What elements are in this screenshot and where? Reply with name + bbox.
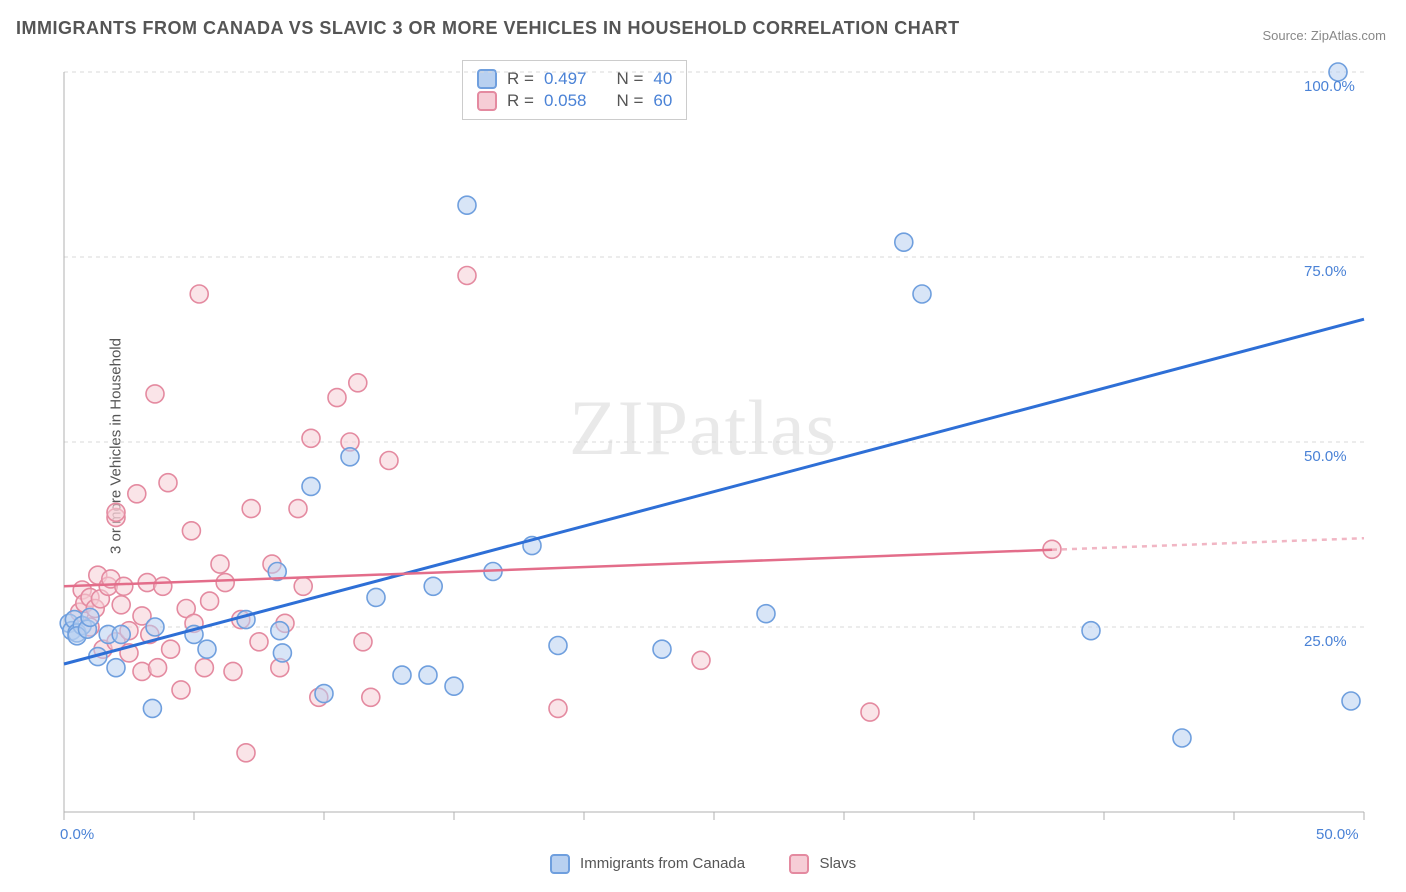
legend-entry-slavs: Slavs <box>789 855 856 872</box>
y-tick-label: 75.0% <box>1304 263 1347 280</box>
y-tick-label: 25.0% <box>1304 633 1347 650</box>
source-label: Source: <box>1262 28 1310 43</box>
swatch-canada-icon <box>550 854 570 874</box>
legend-label: Slavs <box>819 855 856 872</box>
chart-title: IMMIGRANTS FROM CANADA VS SLAVIC 3 OR MO… <box>16 18 960 39</box>
x-tick-label: 0.0% <box>60 826 94 843</box>
series-legend: Immigrants from Canada Slavs <box>0 854 1406 874</box>
swatch-slavs-icon <box>789 854 809 874</box>
source-value: ZipAtlas.com <box>1311 28 1386 43</box>
legend-label: Immigrants from Canada <box>580 855 745 872</box>
legend-entry-canada: Immigrants from Canada <box>550 855 749 872</box>
source-attribution: Source: ZipAtlas.com <box>1262 28 1386 43</box>
y-tick-label: 50.0% <box>1304 448 1347 465</box>
scatter-chart <box>44 60 1394 840</box>
x-tick-label: 50.0% <box>1316 826 1359 843</box>
y-tick-label: 100.0% <box>1304 78 1355 95</box>
